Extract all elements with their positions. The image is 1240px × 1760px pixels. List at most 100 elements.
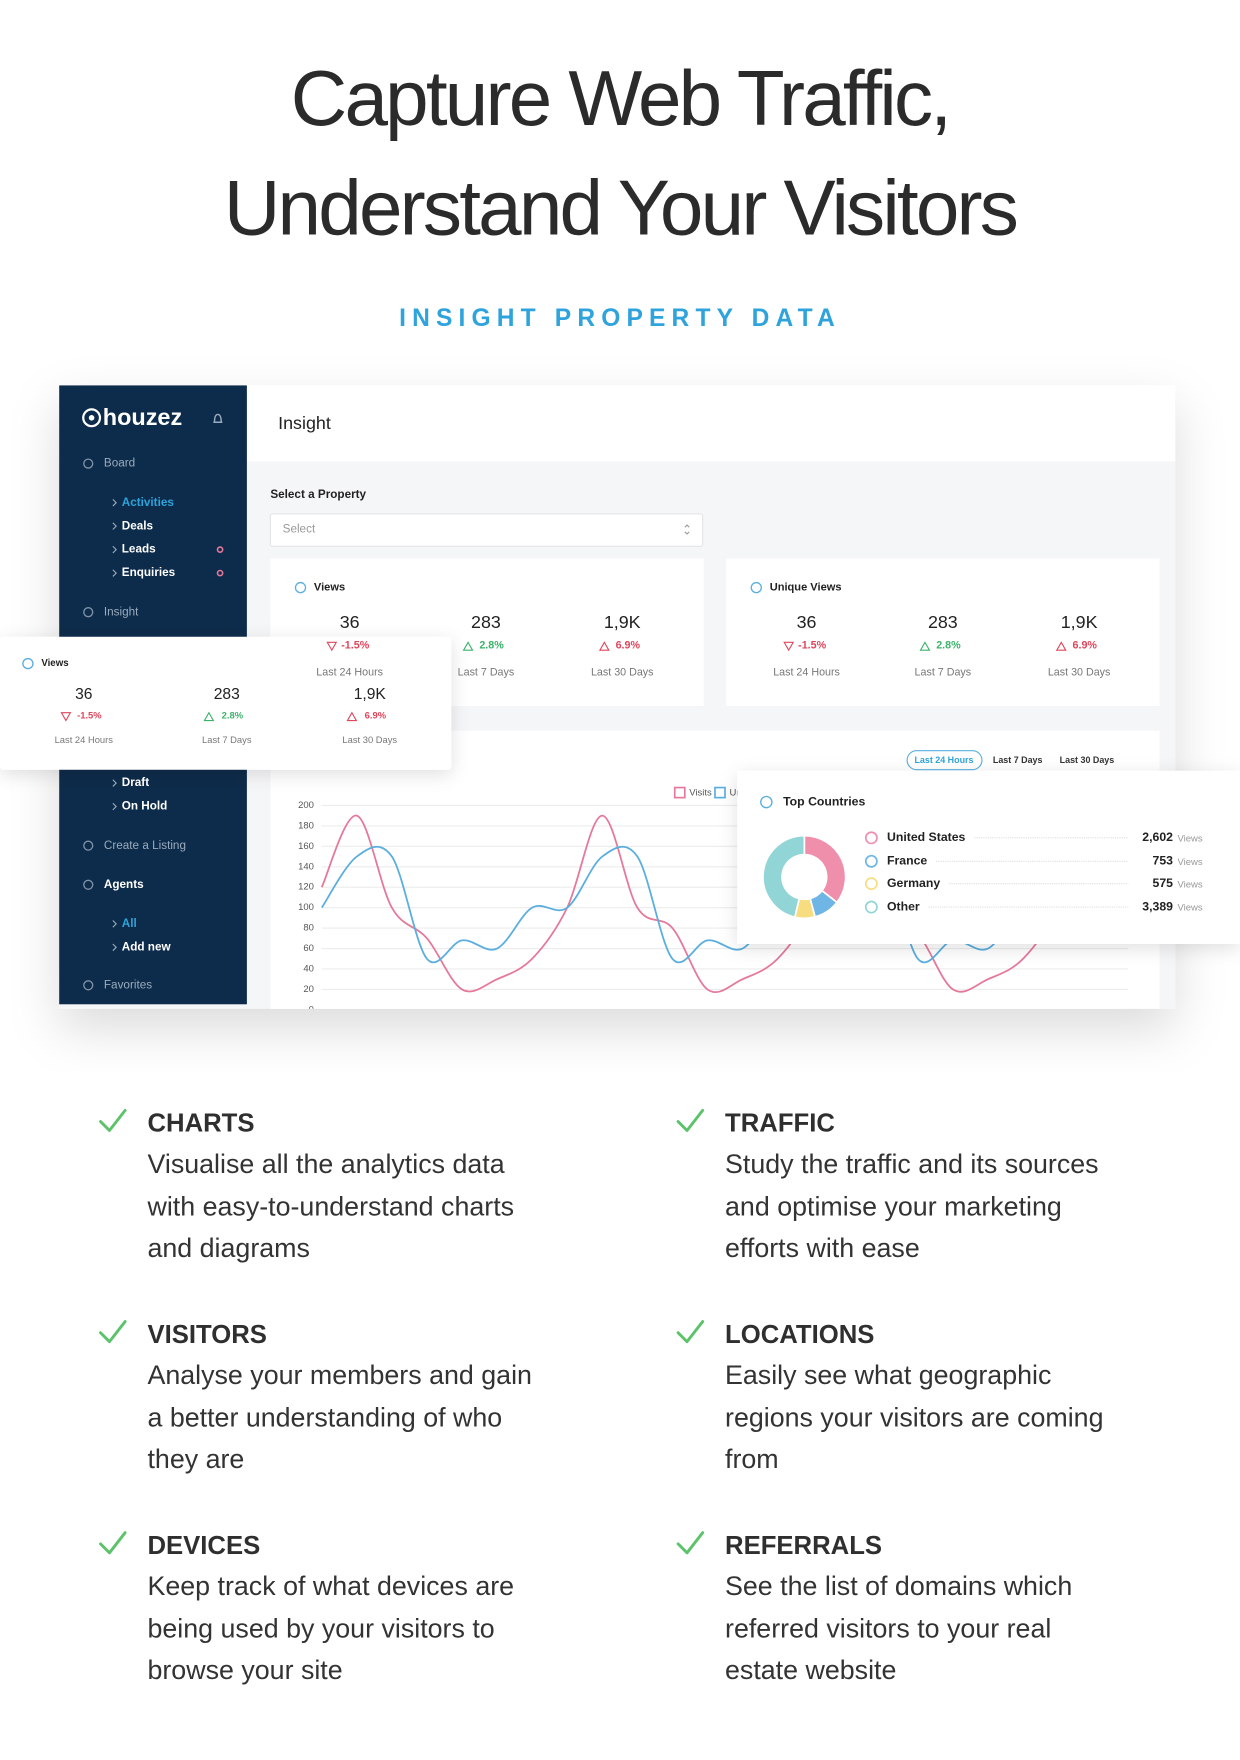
card-icon xyxy=(750,581,762,594)
menu-icon xyxy=(83,607,94,618)
card-title: Unique Views xyxy=(770,582,842,594)
country-name: Other xyxy=(887,899,920,913)
y-tick-label: 60 xyxy=(303,943,314,954)
country-value: 575 xyxy=(1153,876,1174,890)
check-icon xyxy=(99,1531,127,1555)
card xyxy=(726,558,1160,707)
top-layer: Views 36 -1.5% Last 24 Hours 283 2.8% Last 7 D… xyxy=(0,636,1240,944)
stat-label: Last 24 Hours xyxy=(55,735,114,745)
feature-line: and optimise your marketing xyxy=(725,1191,1062,1222)
select-label: Select a Property xyxy=(270,488,366,501)
stat-value: 1,9K xyxy=(354,686,387,703)
card-title: Views xyxy=(41,658,68,669)
y-tick-label: 20 xyxy=(303,984,314,995)
feature-text: Visualise all the analytics data with eas… xyxy=(147,1144,616,1270)
feature-line: efforts with ease xyxy=(725,1233,920,1264)
stat-value: 283 xyxy=(214,686,240,703)
legend-swatch xyxy=(714,786,726,799)
menu-icon xyxy=(83,840,94,851)
tab: Last 7 Days xyxy=(993,755,1043,765)
select-placeholder: Select xyxy=(283,523,316,536)
feature-line: browse your site xyxy=(147,1655,343,1686)
card-title: Top Countries xyxy=(783,794,865,808)
y-tick-label: 120 xyxy=(298,882,314,893)
bell-icon[interactable] xyxy=(213,413,223,423)
menu-item: Add new xyxy=(122,940,172,953)
feature: LOCATIONS Easily see what geographic regio… xyxy=(676,1317,1194,1481)
chevron xyxy=(112,545,117,554)
stat-change: -1.5% xyxy=(77,711,102,721)
check-icon xyxy=(99,1320,127,1344)
feature-text: Study the traffic and its sources and opt… xyxy=(725,1144,1194,1270)
country-unit: Views xyxy=(1177,903,1202,914)
menu-item: Agents xyxy=(104,878,144,891)
feature-title: REFERRALS xyxy=(725,1530,883,1560)
dashboard: houzez Insight Select a Property Select … xyxy=(0,385,1240,1009)
stat-label: Last 7 Days xyxy=(202,735,252,745)
menu-item: Leads xyxy=(122,543,156,556)
feature: VISITORS Analyse your members and gain a b… xyxy=(99,1317,616,1481)
page-title: Insight xyxy=(278,413,331,433)
y-tick-label: 180 xyxy=(298,820,314,831)
legend-label: Visits xyxy=(689,788,712,799)
tab: Last 30 Days xyxy=(1060,755,1115,765)
feature-line: and diagrams xyxy=(147,1233,310,1264)
stat-change: 6.9% xyxy=(1073,640,1098,652)
feature-line: with easy-to-understand charts xyxy=(147,1191,515,1222)
tab-active xyxy=(906,750,983,771)
menu-item: On Hold xyxy=(122,800,168,813)
select[interactable] xyxy=(269,513,704,547)
menu-item: Board xyxy=(104,457,135,470)
check-icon xyxy=(676,1108,705,1132)
check-icon xyxy=(676,1320,705,1344)
menu-item: Draft xyxy=(122,776,149,789)
y-tick-label: 200 xyxy=(298,800,314,811)
series-line xyxy=(320,814,1130,994)
country-unit: Views xyxy=(1177,857,1202,868)
trend-icon xyxy=(598,641,610,651)
card-icon xyxy=(760,795,773,809)
chevron xyxy=(112,943,117,952)
chevron xyxy=(112,920,117,928)
notify-dot xyxy=(216,546,224,553)
y-tick-label: 100 xyxy=(298,902,314,913)
menu-item: Enquiries xyxy=(122,566,176,579)
feature-title: CHARTS xyxy=(147,1108,255,1138)
feature-line: Analyse your members and gain xyxy=(147,1360,532,1391)
chevron xyxy=(112,522,117,530)
tab: Last 24 Hours xyxy=(914,755,973,765)
stat-change: 2.8% xyxy=(936,640,961,652)
feature-line: Study the traffic and its sources xyxy=(725,1149,1099,1180)
feature-line: regions your visitors are coming xyxy=(725,1402,1104,1433)
stat-value: 36 xyxy=(797,612,817,632)
stat-value: 1,9K xyxy=(604,612,641,632)
stat-change: 2.8% xyxy=(479,640,504,652)
stat-value: 283 xyxy=(928,612,958,632)
donut-segment xyxy=(803,834,847,904)
stat-value: 36 xyxy=(75,686,92,703)
topbar xyxy=(246,385,1176,462)
stat-change: 6.9% xyxy=(616,640,641,652)
feature-title: VISITORS xyxy=(147,1319,267,1349)
feature-title: TRAFFIC xyxy=(725,1108,835,1138)
stat-value: 283 xyxy=(471,612,501,632)
stat-change: -1.5% xyxy=(341,640,369,652)
feature: TRAFFIC Study the traffic and its sources… xyxy=(676,1106,1194,1270)
subtitle: INSIGHT PROPERTY DATA xyxy=(399,303,841,332)
trend-icon xyxy=(326,641,338,652)
y-tick-label: 160 xyxy=(298,841,314,852)
trend-icon xyxy=(919,641,931,651)
y-tick-label: 80 xyxy=(303,923,314,934)
trend-icon xyxy=(346,711,358,722)
feature: CHARTS Visualise all the analytics data wi… xyxy=(99,1106,616,1270)
donut-segment xyxy=(762,834,806,919)
menu-item: Favorites xyxy=(104,978,152,991)
feature-text: Easily see what geographic regions your v… xyxy=(725,1355,1194,1481)
feature-title: DEVICES xyxy=(147,1530,261,1560)
stat-label: Last 30 Days xyxy=(591,666,654,678)
chevron xyxy=(112,498,117,507)
menu-icon xyxy=(83,980,94,991)
y-tick-label: 40 xyxy=(303,963,314,974)
stat-label: Last 30 Days xyxy=(342,735,397,745)
